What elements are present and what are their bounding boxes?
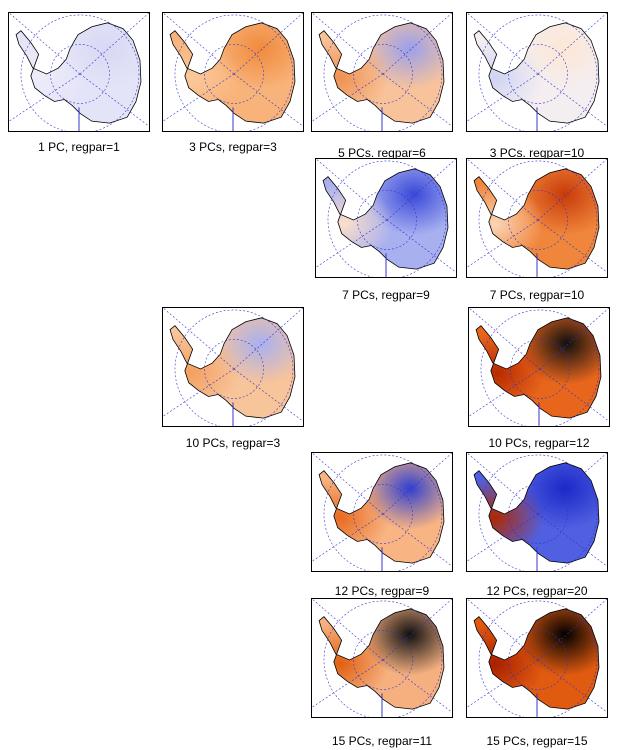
panel-caption: 1 PC, regpar=1 (38, 140, 120, 154)
panel-caption: 15 PCs, regpar=11 (331, 734, 433, 748)
panel-caption: 7 PCs, regpar=10 (489, 288, 585, 302)
coastline (473, 168, 600, 270)
coastline (169, 22, 296, 124)
graticule (467, 453, 607, 571)
coastline (322, 168, 449, 270)
coastline (473, 608, 600, 710)
panel-caption: 10 PCs, regpar=12 (488, 436, 590, 450)
antarctica-map-panel (311, 12, 453, 132)
graticule (163, 13, 303, 131)
coastline (15, 22, 142, 124)
coastline (473, 22, 600, 124)
coastline (318, 462, 445, 564)
antarctica-map-panel (468, 307, 610, 427)
graticule (312, 599, 452, 717)
graticule (312, 453, 452, 571)
antarctica-map-panel (466, 12, 608, 132)
antarctica-map (467, 159, 607, 277)
antarctica-map (312, 13, 452, 131)
antarctica-map (467, 599, 607, 717)
antarctica-map (467, 453, 607, 571)
panel-caption: 15 PCs, regpar=15 (486, 734, 588, 748)
graticule (467, 13, 607, 131)
graticule (163, 308, 303, 426)
antarctica-map-panel (8, 12, 150, 132)
coastline (169, 317, 296, 419)
graticule (469, 308, 609, 426)
antarctica-map-panel (162, 307, 304, 427)
graticule (316, 159, 456, 277)
antarctica-map (467, 13, 607, 131)
panel-caption: 7 PCs, regpar=9 (342, 288, 430, 302)
antarctica-map (312, 453, 452, 571)
antarctica-map-panel (315, 158, 457, 278)
panel-caption: 10 PCs, regpar=3 (185, 436, 281, 450)
panel-caption: 3 PCs. regpar=10 (489, 146, 585, 160)
coastline (318, 22, 445, 124)
antarctica-map-panel (311, 598, 453, 718)
graticule (312, 13, 452, 131)
antarctica-map (163, 308, 303, 426)
antarctica-map (163, 13, 303, 131)
antarctica-map (316, 159, 456, 277)
antarctica-map (312, 599, 452, 717)
antarctica-map (9, 13, 149, 131)
panel-caption: 5 PCs. regpar=6 (338, 146, 426, 160)
antarctica-map-panel (311, 452, 453, 572)
panel-caption: 12 PCs, regpar=20 (486, 584, 588, 598)
antarctica-map (469, 308, 609, 426)
coastline (475, 317, 602, 419)
coastline (318, 608, 445, 710)
antarctica-map-panel (466, 158, 608, 278)
panel-caption: 12 PCs, regpar=9 (334, 584, 430, 598)
antarctica-map-panel (466, 452, 608, 572)
antarctica-map-panel (466, 598, 608, 718)
graticule (467, 599, 607, 717)
antarctica-map-panel (162, 12, 304, 132)
panel-caption: 3 PCs, regpar=3 (189, 140, 277, 154)
graticule (9, 13, 149, 131)
graticule (467, 159, 607, 277)
coastline (473, 462, 600, 564)
